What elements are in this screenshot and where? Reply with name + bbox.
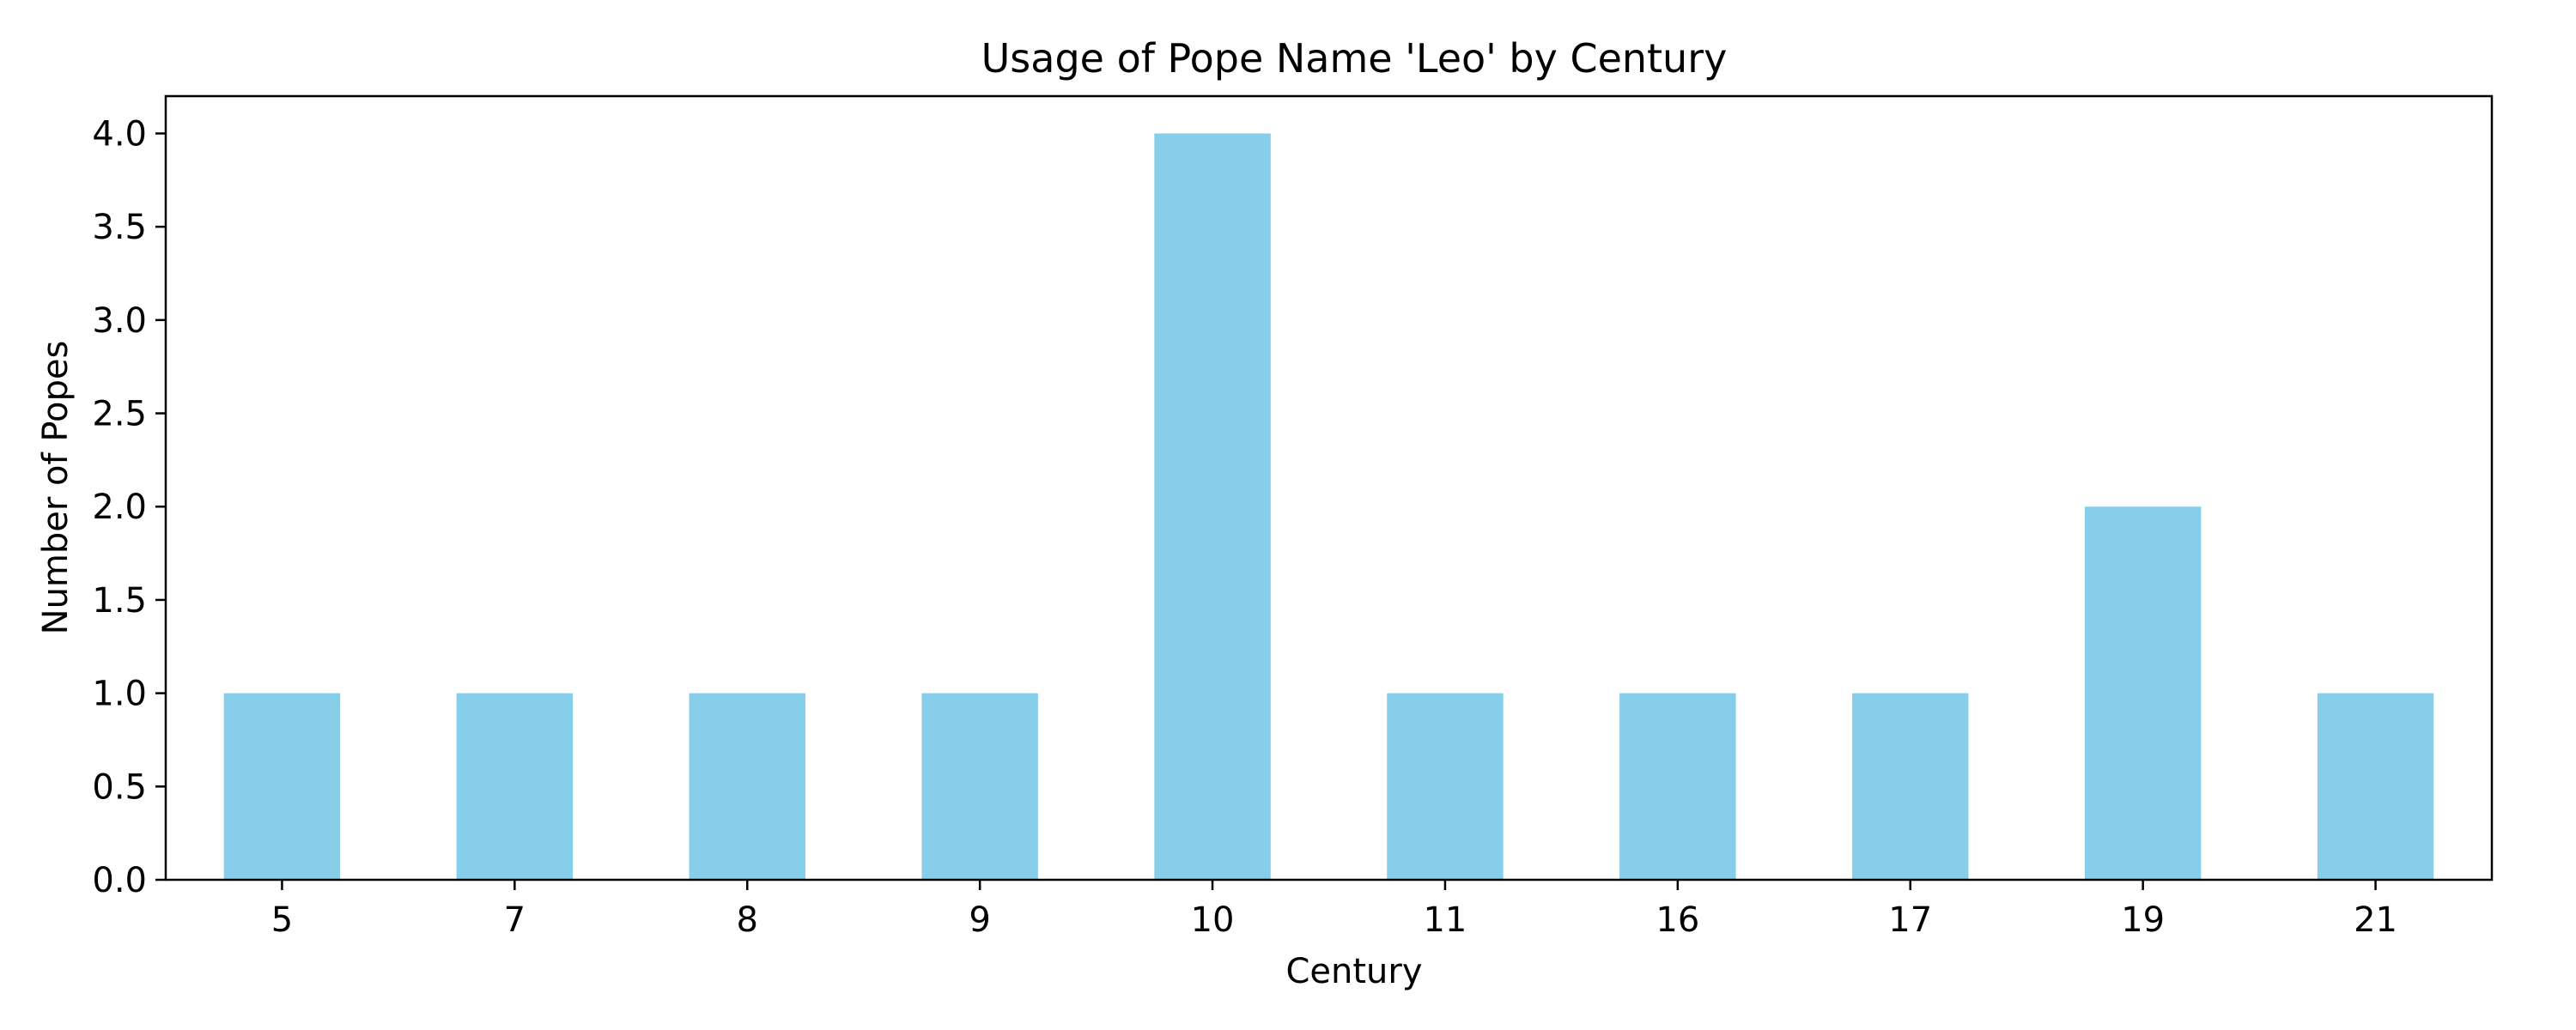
bar-century-8: [689, 693, 805, 880]
y-axis-label: Number of Popes: [36, 341, 76, 635]
y-tick-label: 1.5: [92, 581, 147, 621]
bars-group: [223, 133, 2434, 881]
x-tick-label: 19: [2121, 900, 2165, 940]
bar-century-7: [456, 693, 574, 880]
bar-century-17: [1852, 693, 1969, 880]
y-tick-label: 2.0: [92, 488, 147, 527]
y-tick-label: 3.5: [92, 208, 147, 247]
y-tick-label: 3.0: [92, 301, 147, 341]
x-tick-label: 8: [737, 900, 758, 940]
x-tick-label: 10: [1191, 900, 1235, 940]
bar-century-11: [1387, 693, 1504, 880]
chart-title: Usage of Pope Name 'Leo' by Century: [981, 35, 1728, 82]
y-tick-label: 0.5: [92, 767, 147, 807]
y-tick-label: 0.0: [92, 861, 147, 900]
x-tick-label: 9: [969, 900, 990, 940]
x-tick-label: 21: [2354, 900, 2397, 940]
x-axis-ticks: 5 7 8 9 10 11 16 17 19 21: [271, 880, 2397, 940]
plot-frame: [164, 94, 2494, 882]
bar-century-21: [2317, 693, 2434, 880]
x-tick-label: 16: [1656, 900, 1699, 940]
bar-century-9: [921, 693, 1038, 880]
x-tick-label: 17: [1888, 900, 1932, 940]
bar-century-5: [223, 693, 341, 880]
x-tick-label: 11: [1423, 900, 1467, 940]
bar-century-19: [2084, 506, 2202, 880]
x-tick-label: 7: [504, 900, 526, 940]
bar-century-16: [1619, 693, 1736, 880]
x-tick-label: 5: [271, 900, 293, 940]
x-axis-label: Century: [1285, 952, 1422, 991]
y-tick-label: 1.0: [92, 675, 147, 714]
y-tick-label: 4.0: [92, 114, 147, 154]
y-axis-ticks: 0.0 0.5 1.0 1.5 2.0 2.5 3.0 3.5 4.0: [92, 114, 166, 900]
bar-century-10: [1154, 133, 1271, 881]
y-tick-label: 2.5: [92, 395, 147, 434]
